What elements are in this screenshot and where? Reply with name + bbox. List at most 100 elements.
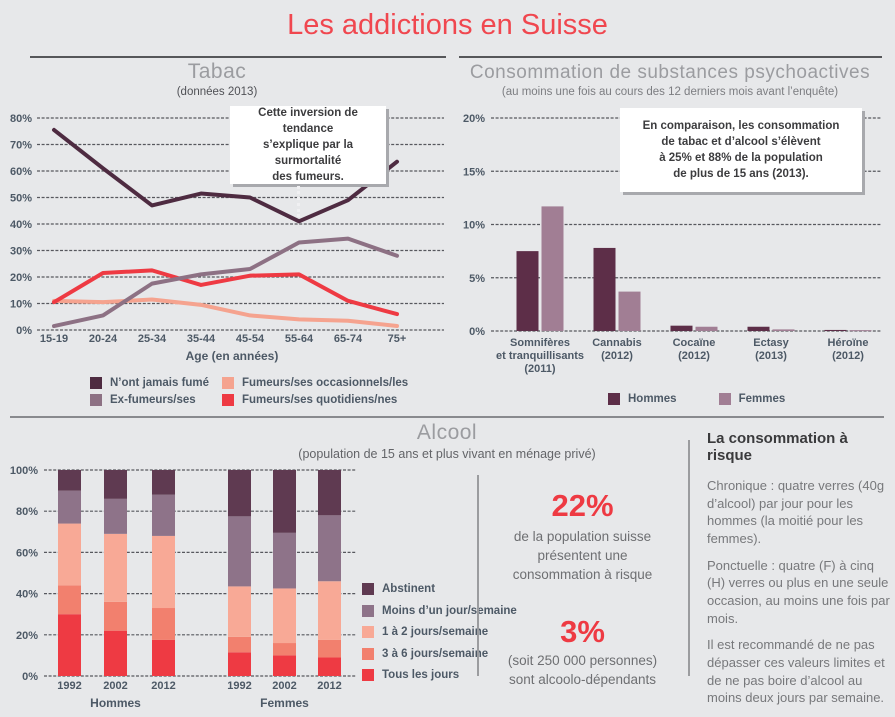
y-tick-label: 100% (10, 465, 38, 477)
y-tick-label: 0% (469, 326, 485, 338)
y-tick-label: 15% (463, 166, 485, 178)
stack-segment (273, 643, 296, 656)
legend-label: Tous les jours (382, 669, 460, 681)
stack-segment (273, 588, 296, 644)
y-tick-label: 5% (469, 273, 485, 285)
legend-label: 1 à 2 jours/semaine (382, 626, 489, 638)
stack-segment (273, 470, 296, 533)
legend-swatch (222, 394, 234, 406)
y-tick-label: 60% (16, 547, 38, 559)
legend-label: Fumeurs/ses quotidiens/nes (242, 394, 398, 406)
legend-label: Hommes (628, 393, 677, 405)
alcool-title: Alcool (416, 421, 478, 444)
alcool-legend: Abstinent Moins d’un jour/semaine 1 à 2 jo… (362, 583, 517, 681)
y-tick-label: 40% (10, 219, 32, 231)
divider-top-left (30, 56, 446, 58)
alcool-subtitle: (population de 15 ans et plus vivant en … (298, 447, 596, 461)
legend-item: Moins d’un jour/semaine (362, 604, 517, 617)
risk-paragraph-chronique: Chronique : quatre verres (40g d’alcool)… (707, 478, 885, 547)
stack-segment (228, 636, 251, 653)
legend-item: Tous les jours (362, 669, 517, 681)
stack-segment (58, 614, 81, 676)
stack-segment (318, 657, 341, 676)
year-label: 2002 (103, 680, 127, 692)
stack-segment (228, 470, 251, 517)
bar-hommes (824, 329, 847, 331)
group-label-hommes: Hommes (90, 696, 141, 710)
stat-risk-value: 22% (551, 488, 614, 523)
stack-segment (104, 630, 127, 676)
psycho-header: Consommation de substances psychoactives… (455, 62, 885, 98)
psycho-annotation-text: En comparaison, les consommation de taba… (642, 119, 840, 181)
stack-segment (228, 586, 251, 637)
psycho-legend: Hommes Femmes (608, 393, 785, 405)
stack-segment (273, 532, 296, 589)
x-tick-label: Héroïne (2012) (828, 337, 869, 362)
tabac-annotation-box: Cette inversion de tendance s’explique p… (230, 106, 386, 184)
year-label: 2002 (272, 680, 296, 692)
alcool-header: Alcool (population de 15 ans et plus viv… (197, 421, 697, 461)
x-tick-label: 45-54 (236, 333, 265, 345)
legend-swatch (362, 669, 374, 681)
x-tick-label: 65-74 (334, 333, 363, 345)
stack-segment (318, 639, 341, 658)
legend-item: 1 à 2 jours/semaine (362, 626, 517, 638)
psycho-bar-chart: 0% 5% 10% 15% 20% Somnifères et tranquillisant… (463, 113, 881, 375)
bar-hommes (516, 251, 539, 331)
legend-label: Moins d’un jour/semaine (382, 604, 517, 617)
psycho-annotation-box: En comparaison, les consommation de taba… (620, 108, 862, 192)
x-tick-label: 20-24 (89, 333, 118, 345)
bar-hommes (593, 247, 616, 331)
year-label: 2012 (317, 680, 341, 692)
stack-segment (318, 581, 341, 640)
y-tick-label: 50% (10, 193, 32, 205)
series-line-0 (52, 127, 399, 224)
y-tick-label: 40% (16, 589, 38, 601)
legend-label: Ex-fumeurs/ses (110, 394, 196, 406)
year-label: 1992 (227, 680, 251, 692)
stack-segment (152, 470, 175, 495)
y-tick-label: 20% (463, 113, 485, 125)
risk-paragraph-ponctuelle: Ponctuelle : quatre (F) à cinq (H) verre… (707, 557, 890, 626)
stack-segment (152, 639, 175, 676)
stack-segment (104, 470, 127, 499)
annotation-pointer-dotted-line (297, 186, 300, 217)
stack-segment (318, 470, 341, 516)
stack-segment (58, 490, 81, 524)
y-tick-label: 80% (16, 506, 38, 518)
bar-hommes (670, 325, 693, 331)
legend-label: 3 à 6 jours/semaine (382, 647, 489, 660)
legend-swatch (608, 393, 620, 405)
divider-middle (10, 416, 884, 418)
legend-item: Abstinent (362, 583, 517, 595)
legend-item: Fumeurs/ses quotidiens/nes (222, 394, 408, 406)
x-tick-label: 15-19 (40, 333, 68, 345)
series-line-2 (52, 297, 399, 329)
legend-item: Ex-fumeurs/ses (90, 394, 222, 406)
y-tick-label: 0% (22, 671, 38, 683)
legend-item: 3 à 6 jours/semaine (362, 647, 517, 660)
stack-segment (273, 655, 296, 676)
stack-segment (228, 652, 251, 676)
x-tick-label: 35-44 (187, 333, 216, 345)
x-tick-label: Ectasy (2013) (753, 337, 789, 362)
alcool-stacked-bar-chart: 0% 20% 40% 60% 80% 100% 1992 2002 2012 1992 2002 20… (10, 465, 356, 710)
legend-swatch (90, 377, 102, 389)
legend-swatch (90, 394, 102, 406)
divider-stats-right (688, 440, 690, 676)
stack-segment (152, 494, 175, 536)
y-tick-label: 0% (16, 325, 32, 337)
x-tick-label: Somnifères et tranquillisants (2011) (496, 337, 584, 375)
stack-segment (58, 585, 81, 615)
x-tick-label: 55-64 (285, 333, 314, 345)
bar-femmes (618, 291, 641, 331)
x-tick-label: 25-34 (138, 333, 167, 345)
group-label-femmes: Femmes (260, 696, 309, 710)
x-tick-label: Cannabis (2012) (592, 337, 642, 362)
psycho-title: Consommation de substances psychoactives (469, 62, 871, 83)
legend-swatch (362, 583, 374, 595)
bar-hommes (747, 326, 770, 331)
stack-segment (58, 523, 81, 586)
x-tick-label: Cocaïne (2012) (673, 337, 716, 362)
legend-item: Fumeurs/ses occasionnels/les (222, 377, 408, 389)
